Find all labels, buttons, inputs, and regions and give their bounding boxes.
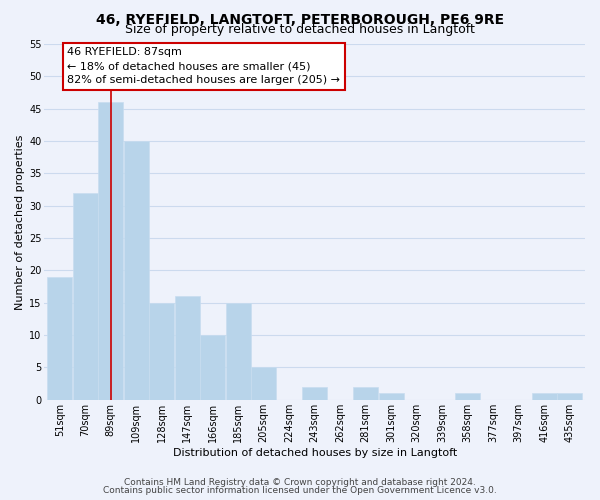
Bar	[532, 394, 557, 400]
Bar	[98, 102, 123, 400]
Bar	[251, 368, 276, 400]
Text: Size of property relative to detached houses in Langtoft: Size of property relative to detached ho…	[125, 22, 475, 36]
Bar	[302, 387, 327, 400]
Text: 46 RYEFIELD: 87sqm
← 18% of detached houses are smaller (45)
82% of semi-detache: 46 RYEFIELD: 87sqm ← 18% of detached hou…	[67, 47, 340, 85]
Title: 46, RYEFIELD, LANGTOFT, PETERBOROUGH, PE6 9RE
Size of property relative to detac: 46, RYEFIELD, LANGTOFT, PETERBOROUGH, PE…	[0, 499, 1, 500]
Text: Contains public sector information licensed under the Open Government Licence v3: Contains public sector information licen…	[103, 486, 497, 495]
Bar	[557, 394, 582, 400]
X-axis label: Distribution of detached houses by size in Langtoft: Distribution of detached houses by size …	[173, 448, 457, 458]
Y-axis label: Number of detached properties: Number of detached properties	[15, 134, 25, 310]
Bar	[124, 141, 149, 400]
Bar	[47, 277, 72, 400]
Bar	[200, 335, 225, 400]
Text: 46, RYEFIELD, LANGTOFT, PETERBOROUGH, PE6 9RE: 46, RYEFIELD, LANGTOFT, PETERBOROUGH, PE…	[96, 12, 504, 26]
Text: Contains HM Land Registry data © Crown copyright and database right 2024.: Contains HM Land Registry data © Crown c…	[124, 478, 476, 487]
Bar	[226, 303, 251, 400]
Bar	[73, 193, 98, 400]
Bar	[175, 296, 200, 400]
Bar	[353, 387, 378, 400]
Bar	[379, 394, 404, 400]
Bar	[149, 303, 174, 400]
Bar	[455, 394, 480, 400]
